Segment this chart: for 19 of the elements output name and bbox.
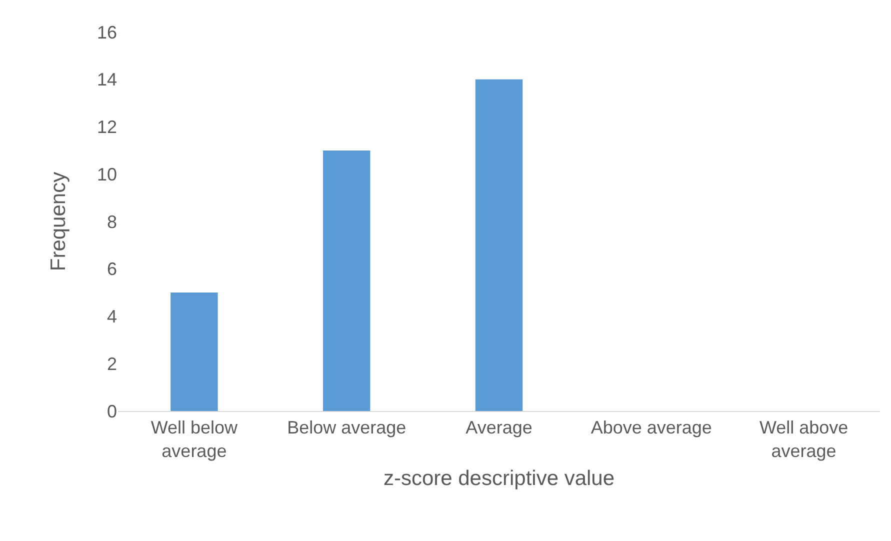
x-tick-label: Above average <box>590 418 712 438</box>
y-tick-label: 14 <box>96 70 117 90</box>
y-tick-label: 8 <box>106 212 117 232</box>
y-axis-title: Frequency <box>47 171 70 272</box>
y-tick-label: 10 <box>96 164 117 184</box>
x-tick-label: Below average <box>287 418 406 438</box>
bar <box>170 292 218 411</box>
y-tick-label: 2 <box>106 354 117 374</box>
x-tick-label: Well above average <box>759 418 848 461</box>
x-tick-label: Well below average <box>150 418 239 461</box>
x-axis-title: z-score descriptive value <box>383 467 615 490</box>
y-tick-label: 12 <box>96 117 117 138</box>
y-tick-label: 0 <box>106 401 117 422</box>
y-tick-label: 4 <box>106 306 117 327</box>
x-tick-label: Average <box>466 418 532 438</box>
bar <box>475 79 523 411</box>
y-tick-label: 6 <box>106 259 117 280</box>
y-tick-label: 16 <box>96 22 117 42</box>
bar <box>322 150 370 411</box>
